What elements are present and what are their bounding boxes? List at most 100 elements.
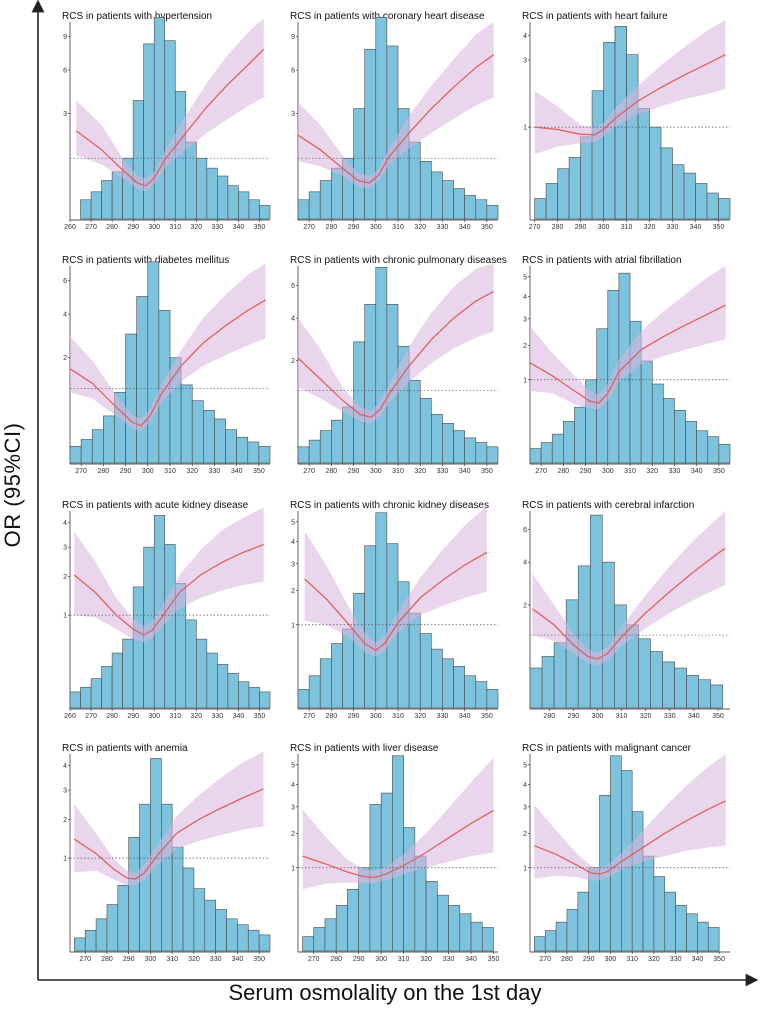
histogram-bar [718, 444, 731, 464]
histogram-bar [90, 678, 102, 709]
histogram-bar [640, 360, 653, 464]
panel-title: RCS in patients with chronic pulmonary d… [290, 255, 507, 266]
chart-panel: RCS in patients with liver disease 270 280… [290, 743, 499, 963]
x-tick-label: 280 [552, 224, 564, 231]
histogram-bar [364, 48, 377, 220]
histogram-bar [662, 661, 675, 709]
histogram-bar [225, 429, 237, 464]
histogram-bar [386, 45, 399, 220]
x-tick-label: 310 [392, 224, 404, 231]
y-tick-label: 1 [523, 377, 527, 384]
histogram-bar [308, 191, 321, 220]
chart-panel: RCS in patients with chronic pulmonary d… [290, 255, 507, 475]
histogram-bar [237, 924, 249, 952]
histogram-bar [408, 380, 421, 464]
x-tick-label: 300 [598, 224, 610, 231]
y-tick-label: 1 [523, 865, 527, 872]
histogram-bar [308, 675, 321, 709]
x-tick-label: 290 [127, 224, 139, 231]
histogram-bar [663, 398, 675, 464]
y-tick-label: 5 [291, 762, 295, 769]
y-tick-label: 3 [291, 111, 295, 118]
x-tick-label: 300 [370, 468, 382, 475]
histogram-bar [577, 565, 591, 709]
x-tick-label: 350 [488, 956, 500, 963]
y-tick-label: 4 [63, 520, 67, 527]
histogram-bar [580, 136, 593, 220]
x-tick-label: 270 [303, 224, 315, 231]
histogram-bar [90, 191, 102, 220]
confidence-band [70, 263, 266, 432]
x-tick-label: 280 [325, 224, 337, 231]
x-tick-label: 300 [602, 468, 614, 475]
x-tick-label: 320 [414, 468, 426, 475]
x-tick-label: 320 [186, 468, 198, 475]
y-tick-label: 5 [523, 274, 527, 281]
chart-panel: RCS in patients with acute kidney diseas… [62, 500, 271, 720]
histogram-bar [541, 656, 555, 709]
x-axis-title: Serum osmolality on the 1st day [228, 980, 542, 1005]
histogram-bar [710, 684, 724, 709]
histogram-bar [313, 927, 326, 952]
y-tick-label: 2 [63, 817, 67, 824]
rcs-curve [297, 291, 494, 418]
x-tick-label: 320 [190, 224, 202, 231]
x-tick-label: 340 [691, 468, 703, 475]
chart-panel: RCS in patients with malignant cancer 270… [522, 743, 730, 963]
confidence-band [302, 757, 494, 890]
histogram-bar [258, 934, 271, 952]
x-tick-label: 300 [375, 956, 387, 963]
histogram-bar [226, 918, 238, 952]
histogram-bar [193, 888, 206, 952]
histogram-bar [302, 936, 315, 952]
panel-title: RCS in patients with anemia [62, 743, 188, 754]
histogram-bar [319, 180, 332, 220]
histogram-bar [431, 171, 443, 220]
histogram-bar [529, 448, 542, 464]
histogram-bar [191, 400, 204, 464]
x-tick-label: 290 [348, 468, 360, 475]
histogram-bar [353, 592, 365, 709]
x-tick-label: 330 [669, 468, 681, 475]
y-tick-label: 4 [291, 539, 295, 546]
histogram-bar [685, 421, 697, 464]
histogram-bar [319, 430, 332, 464]
histogram-bar [95, 918, 108, 952]
x-tick-label: 300 [605, 956, 617, 963]
x-tick-label: 310 [166, 956, 178, 963]
histogram-bar [698, 679, 712, 709]
x-tick-label: 310 [398, 956, 410, 963]
histogram-bar [664, 891, 676, 952]
x-tick-label: 350 [481, 713, 493, 720]
histogram-bar [111, 171, 123, 220]
histogram-bar [419, 633, 432, 709]
x-tick-label: 330 [667, 224, 679, 231]
x-tick-label: 350 [481, 468, 493, 475]
histogram-bar [297, 446, 310, 464]
x-tick-label: 280 [330, 956, 342, 963]
rcs-curve [75, 48, 265, 187]
x-tick-label: 340 [232, 956, 244, 963]
x-tick-label: 320 [640, 713, 652, 720]
y-tick-label: 4 [63, 312, 67, 319]
histogram-bar [448, 905, 461, 952]
histogram-bar [686, 913, 698, 952]
histogram-bar [111, 652, 123, 709]
x-tick-label: 350 [254, 224, 266, 231]
histogram-bar [464, 195, 477, 220]
x-tick-label: 280 [106, 224, 118, 231]
rcs-curve [534, 54, 726, 136]
histogram-bar [347, 888, 359, 952]
chart-panel: RCS in patients with cerebral infarction… [522, 500, 730, 720]
histogram-bar [375, 512, 388, 709]
histogram-bar [674, 667, 687, 709]
chart-panel: RCS in patients with diabetes mellitus 27… [62, 255, 271, 475]
histogram-bar [185, 619, 197, 709]
histogram-bar [364, 304, 377, 464]
histogram-bar [335, 905, 348, 952]
x-tick-label: 280 [101, 956, 113, 963]
histogram-bar [180, 384, 193, 464]
histogram-bar [534, 936, 546, 952]
x-tick-label: 300 [370, 713, 382, 720]
